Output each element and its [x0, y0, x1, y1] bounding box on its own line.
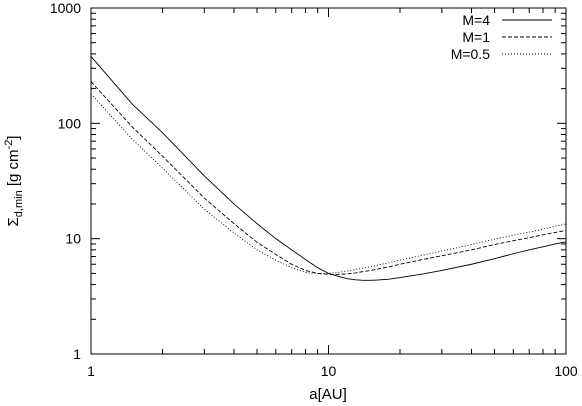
- legend: M=4M=1M=0.5: [451, 12, 552, 62]
- series-line: [90, 81, 567, 275]
- y-tick-label: 10: [65, 231, 81, 247]
- y-tick-label: 100: [58, 115, 82, 131]
- x-tick-label: 10: [321, 363, 337, 379]
- y-axis-label-exponent: -2: [3, 140, 15, 150]
- y-tick-label: 1000: [50, 0, 81, 16]
- legend-label: M=1: [462, 29, 490, 45]
- y-tick-label: 1: [73, 346, 81, 362]
- x-tick-label: 100: [554, 363, 578, 379]
- y-axis-label: Σd,min [g cm-2]: [3, 136, 25, 227]
- x-axis-label: a[AU]: [309, 386, 347, 403]
- x-tick-label: 1: [87, 363, 95, 379]
- y-axis-label-close: ]: [5, 136, 22, 140]
- series-line: [90, 93, 567, 275]
- axis-ticks: 1 10 100 1 10 100 1000: [50, 0, 578, 379]
- legend-label: M=0.5: [451, 46, 491, 62]
- y-axis-label-subscript: d,min: [13, 190, 25, 217]
- series-layer: [90, 56, 567, 281]
- y-axis-label-unit: [g cm: [5, 149, 22, 190]
- plot-frame: [90, 7, 567, 355]
- legend-label: M=4: [462, 12, 490, 28]
- series-line: [90, 56, 567, 281]
- y-axis-label-base: Σ: [5, 217, 22, 226]
